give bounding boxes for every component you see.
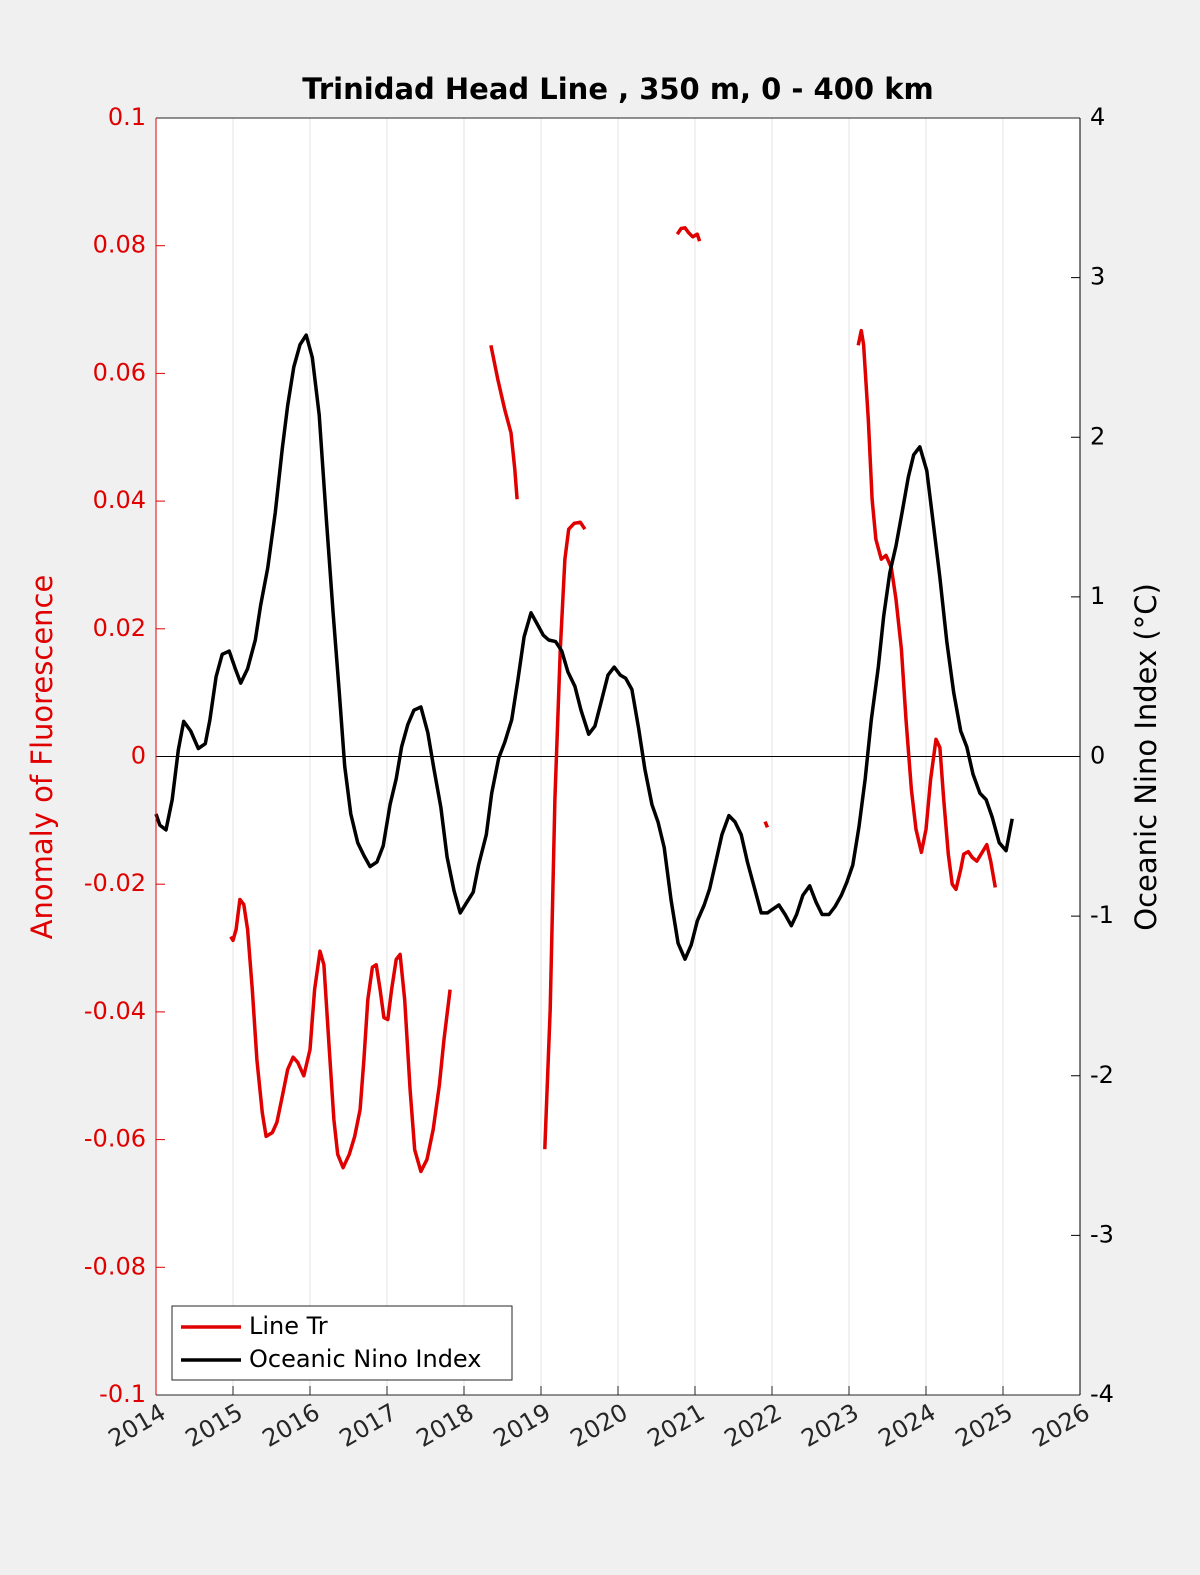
y-tick-label: 0.06 xyxy=(93,358,146,386)
x-tick-label: 2024 xyxy=(874,1398,941,1453)
x-tick-label: 2015 xyxy=(181,1398,248,1453)
y-tick-label: 0.1 xyxy=(108,103,146,131)
y2-tick-label: 4 xyxy=(1090,103,1105,131)
x-tick-label: 2025 xyxy=(951,1398,1018,1453)
x-tick-label: 2021 xyxy=(643,1398,710,1453)
x-tick-label: 2016 xyxy=(258,1398,325,1453)
y2-tick-label: -3 xyxy=(1090,1220,1114,1248)
y2-tick-label: 2 xyxy=(1090,422,1105,450)
x-tick-label: 2026 xyxy=(1028,1398,1095,1453)
series-line xyxy=(229,226,998,1174)
y2-axis-label: Oceanic Nino Index (°C) xyxy=(1129,583,1163,931)
y-axis-label: Anomaly of Fluorescence xyxy=(25,575,59,940)
y-tick-label: 0 xyxy=(131,742,146,770)
y2-tick-label: 3 xyxy=(1090,263,1105,291)
y-tick-label: -0.04 xyxy=(84,997,146,1025)
legend-label: Line Tr xyxy=(249,1312,328,1340)
x-tick-label: 2017 xyxy=(335,1398,402,1453)
y2-tick-label: 0 xyxy=(1090,742,1105,770)
x-tick-label: 2020 xyxy=(566,1398,633,1453)
y-tick-label: 0.08 xyxy=(93,231,146,259)
x-tick-label: 2018 xyxy=(412,1398,479,1453)
y-tick-label: 0.04 xyxy=(93,486,146,514)
y-tick-label: -0.08 xyxy=(84,1252,146,1280)
legend-label: Oceanic Nino Index xyxy=(249,1345,481,1373)
x-tick-label: 2019 xyxy=(489,1398,556,1453)
y-tick-label: 0.02 xyxy=(93,614,146,642)
y2-tick-label: -4 xyxy=(1090,1380,1114,1408)
x-tick-label: 2023 xyxy=(797,1398,864,1453)
legend-box xyxy=(171,1305,513,1381)
y-tick-label: -0.02 xyxy=(84,869,146,897)
y-tick-label: -0.06 xyxy=(84,1125,146,1153)
chart-title: Trinidad Head Line , 350 m, 0 - 400 km xyxy=(302,72,933,106)
x-tick-label: 2022 xyxy=(720,1398,787,1453)
y-tick-label: -0.1 xyxy=(99,1380,146,1408)
series-line xyxy=(154,333,1014,961)
y2-tick-label: -1 xyxy=(1090,901,1114,929)
y2-tick-label: -2 xyxy=(1090,1061,1114,1089)
y2-tick-label: 1 xyxy=(1090,582,1105,610)
